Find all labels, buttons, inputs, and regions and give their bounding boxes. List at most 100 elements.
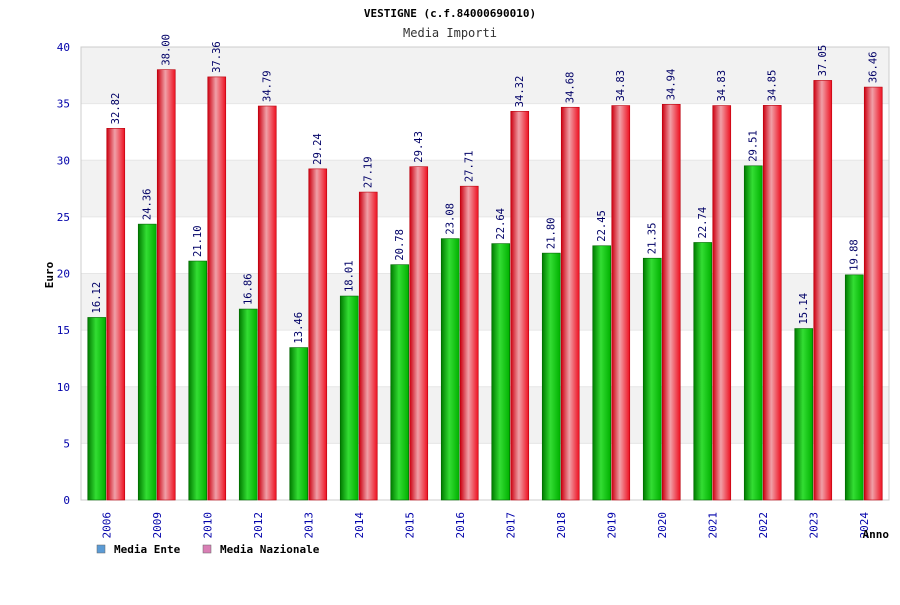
legend-label: Media Nazionale: [220, 543, 320, 556]
bar-media-ente: [844, 274, 864, 501]
bar-media-nazionale: [560, 106, 580, 501]
y-tick-label: 10: [57, 381, 70, 394]
data-label: 36.46: [867, 51, 879, 83]
bar-media-ente: [339, 295, 359, 501]
x-tick-label: 2019: [605, 512, 618, 539]
bar-media-nazionale: [106, 128, 126, 501]
data-label: 15.14: [798, 293, 810, 325]
bar-media-nazionale: [308, 168, 328, 501]
bar-media-ente: [693, 242, 713, 501]
bar-media-nazionale: [459, 185, 479, 501]
x-tick-label: 2018: [555, 512, 568, 539]
legend-swatch: [202, 544, 212, 554]
y-tick-label: 40: [57, 41, 70, 54]
data-label: 37.05: [817, 45, 829, 77]
bar-media-ente: [188, 260, 208, 501]
legend-swatch: [96, 544, 106, 554]
y-tick-label: 0: [63, 494, 70, 507]
data-label: 37.36: [211, 41, 223, 73]
x-tick-label: 2023: [807, 512, 820, 539]
x-tick-label: 2012: [252, 512, 265, 539]
bar-media-ente: [794, 328, 814, 501]
data-label: 21.10: [192, 225, 204, 257]
bar-media-nazionale: [207, 76, 227, 501]
data-label: 13.46: [293, 312, 305, 344]
x-tick-label: 2009: [151, 512, 164, 539]
x-tick-label: 2022: [757, 512, 770, 539]
y-tick-label: 25: [57, 211, 70, 224]
data-label: 20.78: [394, 229, 406, 261]
x-tick-label: 2013: [302, 512, 315, 539]
legend: Media Ente Media Nazionale: [96, 543, 320, 556]
chart-title: VESTIGNE (c.f.84000690010): [364, 7, 536, 20]
x-tick-label: 2021: [706, 512, 719, 539]
bar-media-ente: [87, 317, 107, 501]
y-tick-label: 30: [57, 154, 70, 167]
bar-media-nazionale: [712, 105, 732, 501]
bar-media-nazionale: [813, 80, 833, 501]
data-label: 32.82: [110, 93, 122, 125]
data-label: 38.00: [160, 34, 172, 66]
data-label: 18.01: [343, 260, 355, 292]
x-tick-label: 2016: [454, 512, 467, 539]
bar-media-ente: [440, 238, 460, 501]
data-label: 16.86: [242, 273, 254, 305]
bar-media-nazionale: [257, 105, 277, 501]
data-label: 34.94: [665, 69, 677, 101]
x-tick-label: 2010: [201, 512, 214, 539]
x-tick-label: 2017: [504, 512, 517, 539]
data-label: 34.83: [716, 70, 728, 102]
data-label: 27.71: [463, 151, 475, 183]
bar-media-ente: [642, 257, 662, 501]
bar-media-nazionale: [863, 86, 883, 501]
y-axis-label: Euro: [43, 261, 56, 288]
bar-media-ente: [238, 308, 258, 501]
y-tick-label: 35: [57, 98, 70, 111]
bar-media-nazionale: [762, 105, 782, 501]
bar-media-nazionale: [510, 111, 530, 501]
bar-media-nazionale: [156, 69, 176, 501]
data-label: 21.80: [545, 218, 557, 250]
bar-media-ente: [541, 252, 561, 501]
x-tick-label: 2014: [353, 512, 366, 539]
legend-label: Media Ente: [114, 543, 181, 556]
bar-media-nazionale: [661, 104, 681, 501]
bar-media-nazionale: [409, 166, 429, 501]
data-label: 22.64: [495, 208, 507, 240]
data-label: 16.12: [91, 282, 103, 314]
bar-media-ente: [137, 223, 157, 501]
y-tick-label: 15: [57, 324, 70, 337]
data-label: 34.32: [514, 76, 526, 108]
data-label: 22.74: [697, 207, 709, 239]
bar-media-nazionale: [611, 105, 631, 501]
bar-media-ente: [390, 264, 410, 501]
y-tick-label: 20: [57, 268, 70, 281]
data-label: 34.79: [261, 70, 273, 102]
data-label: 22.45: [596, 210, 608, 242]
data-label: 34.85: [766, 70, 778, 102]
x-axis-label: Anno: [863, 528, 890, 541]
data-label: 23.08: [444, 203, 456, 235]
y-tick-label: 5: [63, 437, 70, 450]
bar-media-ente: [592, 245, 612, 501]
x-tick-label: 2024: [858, 512, 871, 539]
data-label: 34.83: [615, 70, 627, 102]
x-tick-label: 2006: [100, 512, 113, 539]
data-label: 24.36: [141, 189, 153, 221]
chart-subtitle: Media Importi: [403, 26, 497, 40]
bar-media-ente: [491, 243, 511, 501]
data-label: 29.24: [312, 133, 324, 165]
data-label: 29.43: [413, 131, 425, 163]
x-tick-label: 2015: [403, 512, 416, 539]
data-label: 29.51: [747, 130, 759, 162]
data-label: 34.68: [564, 72, 576, 104]
data-label: 27.19: [362, 156, 374, 188]
bar-media-ente: [743, 165, 763, 501]
x-tick-label: 2020: [656, 512, 669, 539]
bar-media-ente: [289, 347, 309, 501]
data-label: 21.35: [646, 223, 658, 255]
data-label: 19.88: [848, 239, 860, 271]
bar-media-nazionale: [358, 191, 378, 501]
